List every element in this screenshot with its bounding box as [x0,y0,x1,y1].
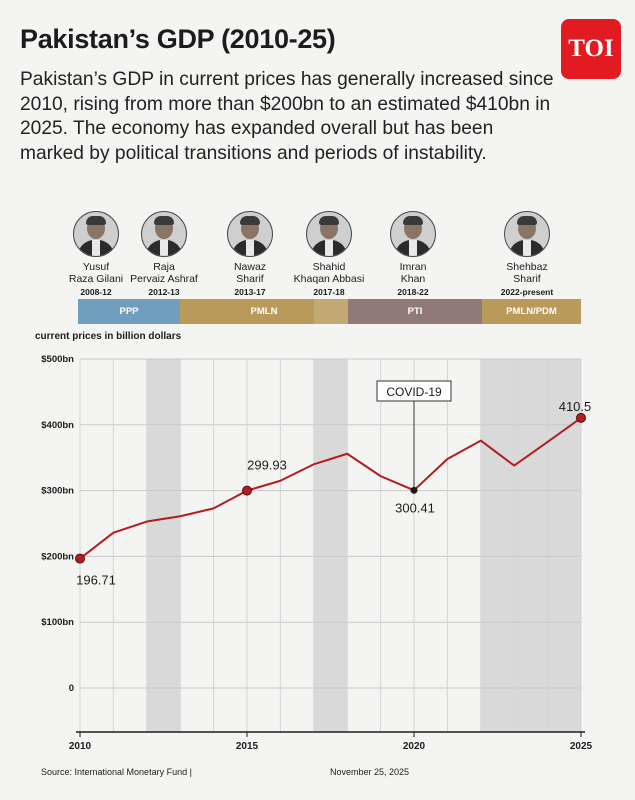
portrait-icon [390,211,436,257]
party-pmln-pdm: PMLN/PDM [482,299,581,324]
leader-name: Khaqan Abbasi [293,272,365,285]
leader-raja-pervaiz-ashraf: Raja Pervaiz Ashraf 2012-13 [109,211,219,297]
leader-years: 2008-12 [80,287,112,297]
leader-name: Raja [153,261,175,273]
leader-nawaz-sharif: Nawaz Sharif 2013-17 [195,211,305,297]
leader-name: Khan [400,272,426,285]
y-tick-label: $100bn [41,617,74,628]
leader-name: Pervaiz Ashraf [130,272,198,285]
portrait-icon [73,211,119,257]
shaded-period [480,359,581,732]
chart-subtitle: Pakistan’s GDP in current prices has gen… [20,69,554,164]
portrait-icon [504,211,550,257]
x-tick-label: 2025 [570,741,593,752]
data-point [576,412,586,423]
party-pmln: PMLN [180,299,348,324]
annotation-label: COVID-19 [386,385,442,399]
leader-years: 2012-13 [148,287,180,297]
leader-yusuf-raza-gilani: Yusuf Raza Gilani 2008-12 [41,211,151,297]
toi-logo: TOI [561,19,621,79]
leader-years: 2013-17 [234,287,266,297]
x-tick-label: 2020 [403,741,426,752]
data-point [75,553,85,564]
y-tick-label: $400bn [41,420,74,431]
leader-name: Imran [399,261,427,273]
y-tick-label: $500bn [41,354,74,365]
x-tick-label: 2010 [69,741,92,752]
leader-name: Yusuf [82,261,110,273]
leader-years: 2018-22 [397,287,429,297]
source-note: Source: International Monetary Fund | [41,767,192,777]
leader-name: Sharif [513,272,541,285]
data-label: 410.5 [559,399,592,414]
y-tick-label: 0 [69,683,74,694]
portrait-icon [306,211,352,257]
data-point [410,486,418,494]
data-label: 196.71 [76,573,116,588]
party-ppp: PPP [78,299,180,324]
publish-date: November 25, 2025 [330,767,410,777]
leader-years: 2017-18 [313,287,345,297]
annotation-box [376,380,452,402]
y-axis-label: current prices in billion dollars [35,331,182,342]
portrait-icon [227,211,273,257]
shaded-period [146,359,181,732]
leader-shehbaz-sharif: Shehbaz Sharif 2022-present [472,211,582,297]
leader-name: Shahid [312,261,346,273]
x-tick-label: 2015 [236,741,259,752]
leader-imran-khan: Imran Khan 2018-22 [358,211,468,297]
portrait-icon [141,211,187,257]
y-tick-label: $200bn [41,551,74,562]
data-label: 300.41 [395,500,435,515]
leader-shahid-khaqan-abbasi: Shahid Khaqan Abbasi 2017-18 [274,211,384,297]
leader-name: Raza Gilani [68,272,124,285]
data-label: 299.93 [247,458,287,473]
data-point [242,485,252,496]
leader-name: Sharif [236,272,264,285]
leader-years: 2022-present [500,287,554,297]
shaded-period [313,359,348,732]
y-tick-label: $300bn [41,486,74,497]
leader-name: Shehbaz [506,261,548,273]
party-pti: PTI [348,299,482,324]
party-pmln-abbasi-shade [314,299,348,324]
gdp-series-line [79,417,582,560]
chart-title: Pakistan’s GDP (2010-25) [20,24,336,54]
leader-name: Nawaz [233,261,267,273]
